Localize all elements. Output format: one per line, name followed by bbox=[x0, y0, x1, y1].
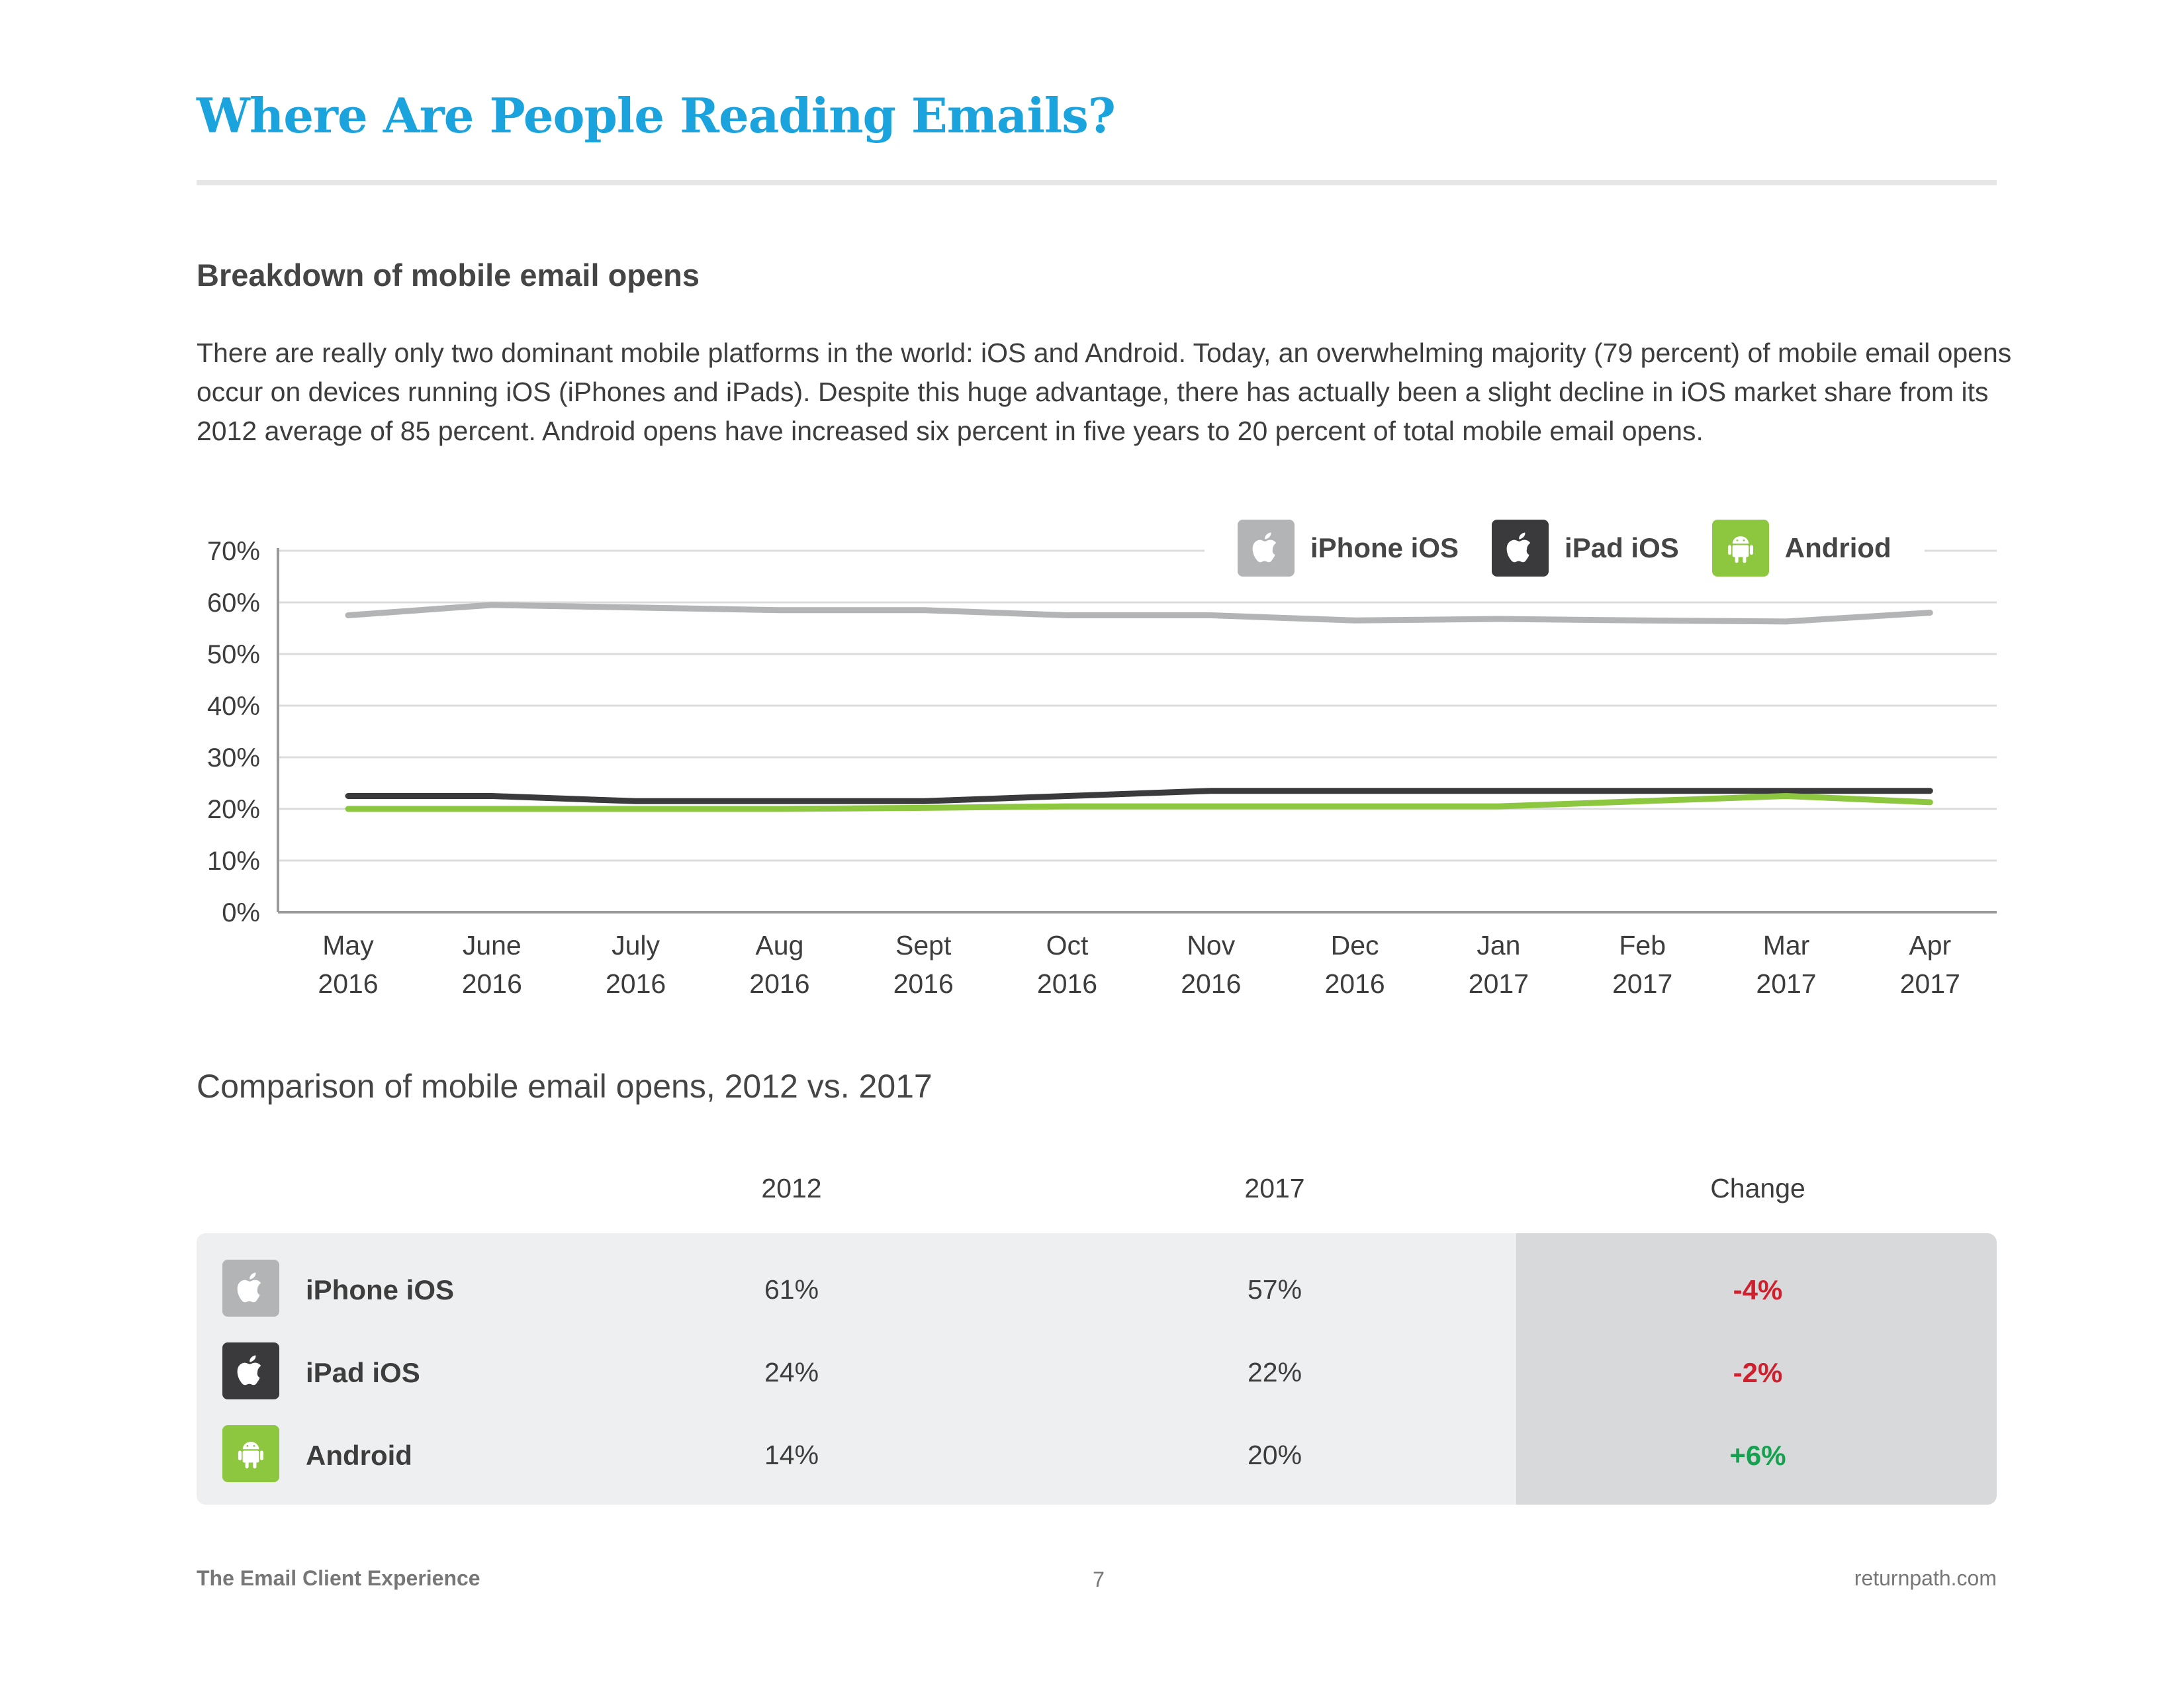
x-tick-label: Oct bbox=[1046, 930, 1089, 961]
x-tick-label: 2017 bbox=[1612, 968, 1672, 999]
x-tick-label: 2017 bbox=[1900, 968, 1960, 999]
value-2012: 24% bbox=[764, 1357, 819, 1387]
x-tick-label: Dec bbox=[1331, 930, 1379, 961]
platform-name: iPad iOS bbox=[306, 1357, 420, 1388]
value-2012: 61% bbox=[764, 1274, 819, 1305]
android-icon bbox=[1711, 520, 1769, 577]
y-tick-label: 50% bbox=[207, 640, 260, 669]
footer-website-link[interactable]: returnpath.com bbox=[1854, 1566, 1997, 1590]
x-tick-label: 2016 bbox=[1037, 968, 1097, 999]
series-line-ipad-ios bbox=[345, 788, 1933, 804]
table-row: Android 14% 20% +6% bbox=[197, 1412, 1997, 1495]
legend-label: iPhone iOS bbox=[1310, 532, 1459, 563]
comparison-title: Comparison of mobile email opens, 2012 v… bbox=[197, 1068, 933, 1105]
x-tick-label: Sept bbox=[895, 930, 952, 961]
apple-icon bbox=[222, 1260, 279, 1317]
line-chart: 0% 10% 20% 30% 40% 50% 60% 70% May 2016 June 2016 Ju… bbox=[207, 537, 1997, 999]
x-tick-label: 2016 bbox=[893, 968, 954, 999]
change-value: -4% bbox=[1733, 1274, 1783, 1305]
y-tick-label: 0% bbox=[222, 898, 260, 927]
x-tick-label: 2016 bbox=[1181, 968, 1241, 999]
y-tick-label: 60% bbox=[207, 588, 260, 618]
y-tick-label: 70% bbox=[207, 537, 260, 566]
x-tick-label: June bbox=[463, 930, 522, 961]
legend-item-iphone: iPhone iOS bbox=[1238, 520, 1459, 577]
comparison-table: iPhone iOS 61% 57% -4% iPad iOS 24% 22% … bbox=[197, 1233, 1997, 1505]
column-header-2012: 2012 bbox=[761, 1173, 822, 1203]
y-tick-label: 10% bbox=[207, 847, 260, 876]
x-tick-label: May bbox=[322, 930, 374, 961]
x-tick-label: 2016 bbox=[606, 968, 666, 999]
column-header-change: Change bbox=[1710, 1173, 1805, 1203]
platform-name: Android bbox=[306, 1440, 412, 1471]
value-2017: 57% bbox=[1247, 1274, 1302, 1305]
x-tick-label: 2017 bbox=[1469, 968, 1529, 999]
x-tick-label: 2017 bbox=[1756, 968, 1816, 999]
platform-name: iPhone iOS bbox=[306, 1274, 455, 1305]
table-row: iPad iOS 24% 22% -2% bbox=[197, 1329, 1997, 1412]
y-tick-label: 30% bbox=[207, 743, 260, 773]
legend-label: Andriod bbox=[1784, 532, 1891, 563]
change-value: -2% bbox=[1733, 1357, 1783, 1388]
value-2012: 14% bbox=[764, 1440, 819, 1470]
column-header-2017: 2017 bbox=[1244, 1173, 1305, 1203]
apple-icon bbox=[1492, 520, 1549, 577]
x-tick-label: 2016 bbox=[318, 968, 378, 999]
x-tick-label: Jan bbox=[1477, 930, 1520, 961]
y-tick-label: 40% bbox=[207, 692, 260, 721]
x-tick-label: 2016 bbox=[749, 968, 809, 999]
apple-icon bbox=[1238, 520, 1295, 577]
series-line-iphone-ios bbox=[345, 602, 1933, 625]
x-tick-label: Apr bbox=[1909, 930, 1951, 961]
x-tick-label: Feb bbox=[1619, 930, 1666, 961]
change-column-band bbox=[1516, 1233, 1997, 1505]
footer-publication-title: The Email Client Experience bbox=[197, 1566, 480, 1590]
legend-label: iPad iOS bbox=[1565, 532, 1679, 563]
x-tick-label: 2016 bbox=[462, 968, 522, 999]
chart-legend: iPhone iOS iPad iOS Andriod bbox=[1205, 518, 1925, 578]
change-value: +6% bbox=[1729, 1440, 1786, 1471]
table-row: iPhone iOS 61% 57% -4% bbox=[197, 1246, 1997, 1329]
series-line-andriod bbox=[345, 793, 1933, 812]
legend-item-ipad: iPad iOS bbox=[1492, 520, 1679, 577]
page-title: Where Are People Reading Emails? bbox=[197, 87, 1116, 144]
legend-item-android: Andriod bbox=[1711, 520, 1891, 577]
value-2017: 22% bbox=[1247, 1357, 1302, 1387]
section-heading: Breakdown of mobile email opens bbox=[197, 258, 700, 293]
y-tick-label: 20% bbox=[207, 795, 260, 824]
x-tick-label: Nov bbox=[1187, 930, 1235, 961]
x-tick-label: Aug bbox=[755, 930, 803, 961]
value-2017: 20% bbox=[1247, 1440, 1302, 1470]
x-tick-label: Mar bbox=[1763, 930, 1810, 961]
title-divider bbox=[197, 180, 1997, 185]
intro-paragraph: There are really only two dominant mobil… bbox=[197, 338, 2012, 446]
android-icon bbox=[222, 1425, 279, 1482]
x-tick-label: 2016 bbox=[1324, 968, 1385, 999]
page-number: 7 bbox=[1093, 1568, 1105, 1591]
x-tick-label: July bbox=[612, 930, 660, 961]
apple-icon bbox=[222, 1342, 279, 1399]
